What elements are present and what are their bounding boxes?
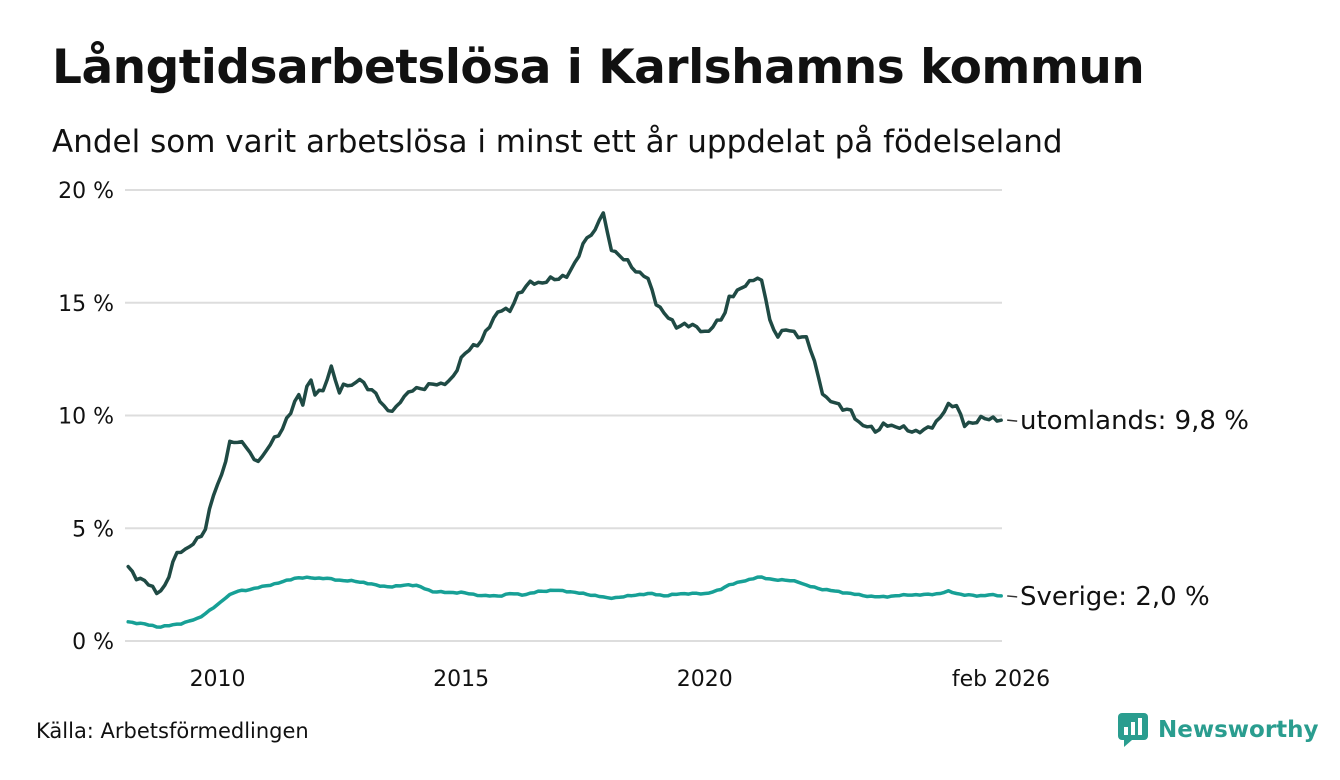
end-label-leader [1007, 419, 1018, 422]
end-label-leader [1007, 595, 1018, 598]
x-tick-label: 2015 [433, 667, 489, 692]
y-tick-label: 10 % [58, 405, 114, 430]
x-tick-label: 2010 [190, 667, 246, 692]
end-label-sverige: Sverige: 2,0 % [1020, 582, 1210, 612]
series-line-utomlands [126, 211, 1003, 596]
y-tick-label: 15 % [58, 292, 114, 317]
chart-title: Långtidsarbetslösa i Karlshamns kommun [52, 40, 1145, 95]
x-axis-ticks: 2010 2015 2020 feb 2026 [190, 667, 1051, 692]
chart-subtitle: Andel som varit arbetslösa i minst ett å… [52, 124, 1063, 160]
y-tick-label: 0 % [72, 630, 114, 655]
gridlines [125, 189, 1002, 642]
newsworthy-logo[interactable]: Newsworthy [1118, 713, 1319, 747]
x-tick-label: 2020 [677, 667, 733, 692]
source-note: Källa: Arbetsförmedlingen [36, 719, 309, 743]
y-tick-label: 20 % [58, 179, 114, 204]
series-line-sverige [126, 575, 1003, 629]
y-tick-label: 5 % [72, 517, 114, 542]
end-label-utomlands: utomlands: 9,8 % [1020, 406, 1249, 436]
newsworthy-logo-text: Newsworthy [1158, 717, 1319, 743]
series-lines [126, 211, 1003, 629]
x-tick-label: feb 2026 [952, 667, 1050, 692]
y-axis-ticks: 0 % 5 % 10 % 15 % 20 % [58, 179, 114, 655]
newsworthy-logo-icon [1118, 713, 1148, 747]
end-labels: utomlands: 9,8 % Sverige: 2,0 % [1007, 406, 1249, 612]
